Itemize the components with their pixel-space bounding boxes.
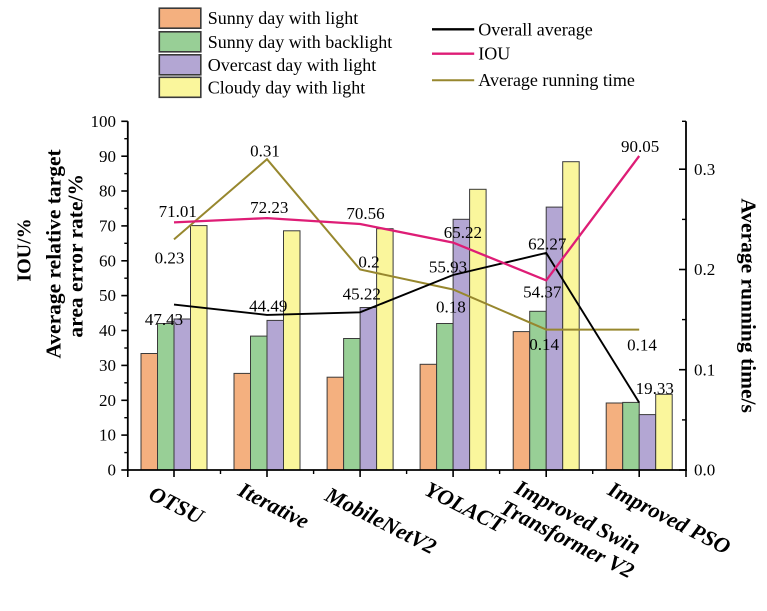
- svg-text:Overall average: Overall average: [478, 19, 592, 39]
- svg-text:71.01: 71.01: [159, 202, 197, 221]
- svg-text:65.22: 65.22: [444, 223, 482, 242]
- svg-text:10: 10: [99, 426, 116, 445]
- svg-text:Average running time: Average running time: [478, 70, 635, 90]
- svg-text:Sunny day with light: Sunny day with light: [208, 8, 359, 28]
- svg-text:90.05: 90.05: [621, 137, 659, 156]
- svg-text:0: 0: [108, 461, 117, 480]
- svg-text:55.93: 55.93: [429, 257, 467, 276]
- svg-text:62.27: 62.27: [528, 235, 567, 254]
- svg-text:50: 50: [99, 286, 116, 305]
- svg-text:90: 90: [99, 147, 116, 166]
- svg-text:70.56: 70.56: [346, 204, 384, 223]
- svg-text:Overcast day with light: Overcast day with light: [208, 55, 376, 75]
- svg-text:IOU: IOU: [478, 44, 510, 64]
- svg-text:70: 70: [99, 217, 116, 236]
- svg-text:45.22: 45.22: [343, 285, 381, 304]
- svg-text:0.14: 0.14: [627, 335, 657, 354]
- svg-text:Average running time/s: Average running time/s: [737, 198, 761, 413]
- svg-text:54.37: 54.37: [523, 283, 562, 302]
- svg-text:0.3: 0.3: [694, 160, 715, 179]
- svg-text:80: 80: [99, 182, 116, 201]
- svg-text:47.43: 47.43: [145, 310, 183, 329]
- svg-text:Sunny day with backlight: Sunny day with backlight: [208, 32, 392, 52]
- svg-text:100: 100: [91, 112, 117, 131]
- svg-text:Average relative target: Average relative target: [41, 149, 65, 359]
- svg-text:0.1: 0.1: [694, 360, 715, 379]
- svg-text:72.23: 72.23: [250, 198, 288, 217]
- svg-text:0.14: 0.14: [529, 335, 559, 354]
- svg-text:Cloudy day with light: Cloudy day with light: [208, 77, 365, 97]
- svg-text:0.0: 0.0: [694, 461, 715, 480]
- svg-text:0.31: 0.31: [250, 141, 280, 160]
- svg-text:0.18: 0.18: [436, 297, 466, 316]
- svg-text:30: 30: [99, 356, 116, 375]
- svg-text:0.23: 0.23: [155, 248, 185, 267]
- svg-text:40: 40: [99, 321, 116, 340]
- svg-text:19.33: 19.33: [636, 379, 674, 398]
- svg-text:area error rate/%: area error rate/%: [64, 174, 88, 338]
- svg-text:IOU/%: IOU/%: [14, 218, 36, 281]
- svg-text:44.49: 44.49: [249, 297, 287, 316]
- svg-text:60: 60: [99, 251, 116, 270]
- svg-text:0.2: 0.2: [358, 253, 379, 272]
- svg-text:0.2: 0.2: [694, 260, 715, 279]
- svg-text:20: 20: [99, 391, 116, 410]
